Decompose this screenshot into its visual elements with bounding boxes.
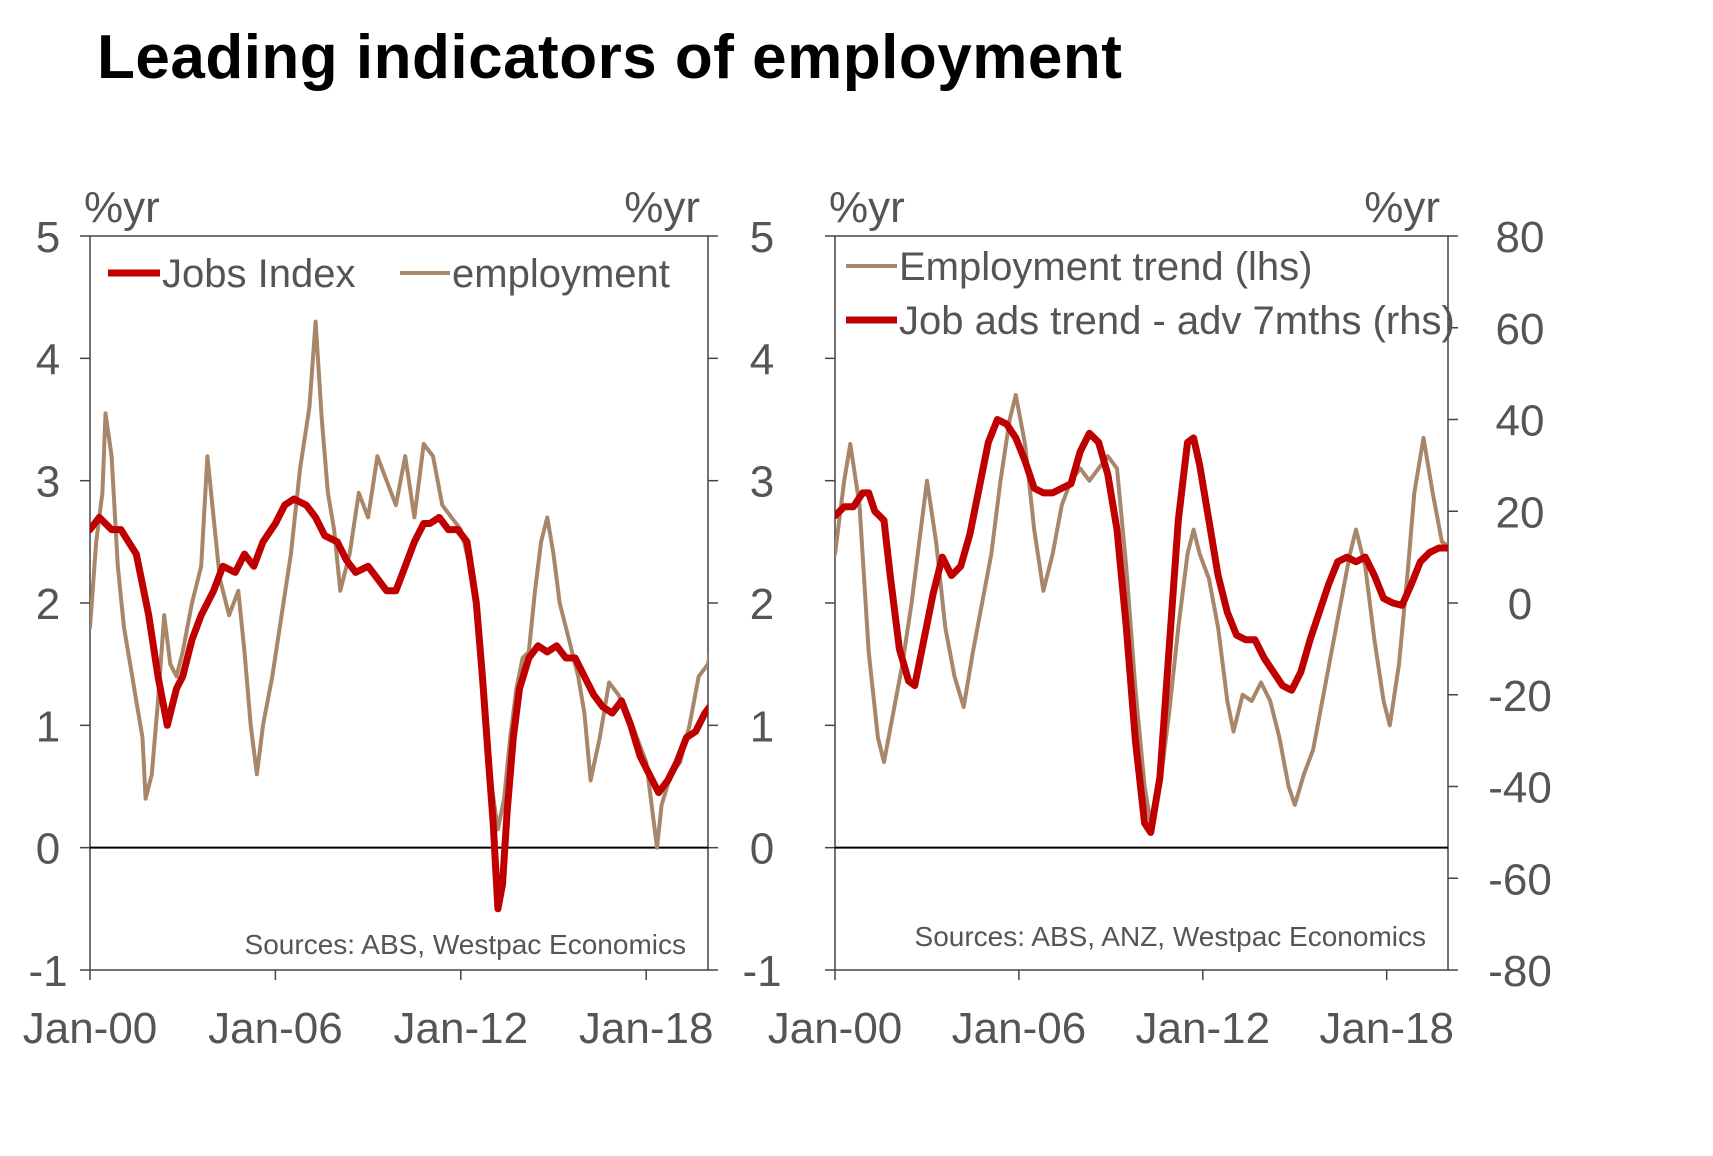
- legend-label-employment: employment: [452, 252, 670, 296]
- y2-tick-label: -80: [1488, 947, 1552, 996]
- y-tick-label: -1: [28, 947, 67, 996]
- y-tick-label: 0: [36, 825, 60, 874]
- legend-label-employment: Employment trend (lhs): [899, 245, 1312, 289]
- left-unit-label: %yr: [84, 183, 160, 232]
- right-unit-label: %yr: [624, 183, 700, 232]
- y-tick-label: 2: [36, 580, 60, 629]
- series-line-jobs: [835, 416, 1448, 836]
- page-title: Leading indicators of employment: [97, 23, 1123, 92]
- chart-2: 5 4 3 2 1 0 -1 80 60 40 20 0 -20 -40 -60 -80 Jan-00 Jan-0…: [742, 183, 1551, 1053]
- y-tick-label: 0: [750, 825, 774, 874]
- plot-frame: [89, 235, 709, 971]
- source-note: Sources: ABS, ANZ, Westpac Economics: [915, 921, 1426, 952]
- y-tick-label: 2: [750, 580, 774, 629]
- right-unit-label: %yr: [1364, 183, 1440, 232]
- x-tick-label: Jan-00: [768, 1004, 903, 1053]
- y2-tick-label: 0: [1508, 580, 1532, 629]
- series-line-jobs: [90, 495, 708, 913]
- x-tick-label: Jan-18: [579, 1004, 714, 1053]
- y-tick-label: 5: [750, 213, 774, 262]
- x-tick-label: Jan-12: [394, 1004, 529, 1053]
- y-tick-label: 5: [36, 213, 60, 262]
- y-tick-label: 3: [750, 458, 774, 507]
- y-tick-label: 3: [36, 458, 60, 507]
- y2-tick-label: 20: [1496, 488, 1545, 537]
- legend-label-jobs: Job ads trend - adv 7mths (rhs): [899, 299, 1455, 343]
- legend-label-jobs: Jobs Index: [162, 252, 355, 296]
- y-tick-label: 4: [750, 335, 774, 384]
- y-tick-label: 1: [36, 702, 60, 751]
- y2-tick-label: -40: [1488, 764, 1552, 813]
- y-tick-label: -1: [742, 947, 781, 996]
- source-note: Sources: ABS, Westpac Economics: [245, 929, 686, 960]
- x-tick-label: Jan-18: [1319, 1004, 1454, 1053]
- x-tick-label: Jan-12: [1136, 1004, 1271, 1053]
- y2-tick-label: 60: [1496, 305, 1545, 354]
- x-tick-label: Jan-06: [208, 1004, 343, 1053]
- y-tick-label: 1: [750, 702, 774, 751]
- series-line-employment: [835, 393, 1448, 826]
- y2-tick-label: 80: [1496, 213, 1545, 262]
- y2-tick-label: -20: [1488, 672, 1552, 721]
- x-tick-label: Jan-00: [23, 1004, 158, 1053]
- y2-tick-label: -60: [1488, 855, 1552, 904]
- x-tick-label: Jan-06: [952, 1004, 1087, 1053]
- y2-tick-label: 40: [1496, 397, 1545, 446]
- y-tick-label: 4: [36, 335, 60, 384]
- left-unit-label: %yr: [829, 183, 905, 232]
- plot-frame: [834, 235, 1449, 971]
